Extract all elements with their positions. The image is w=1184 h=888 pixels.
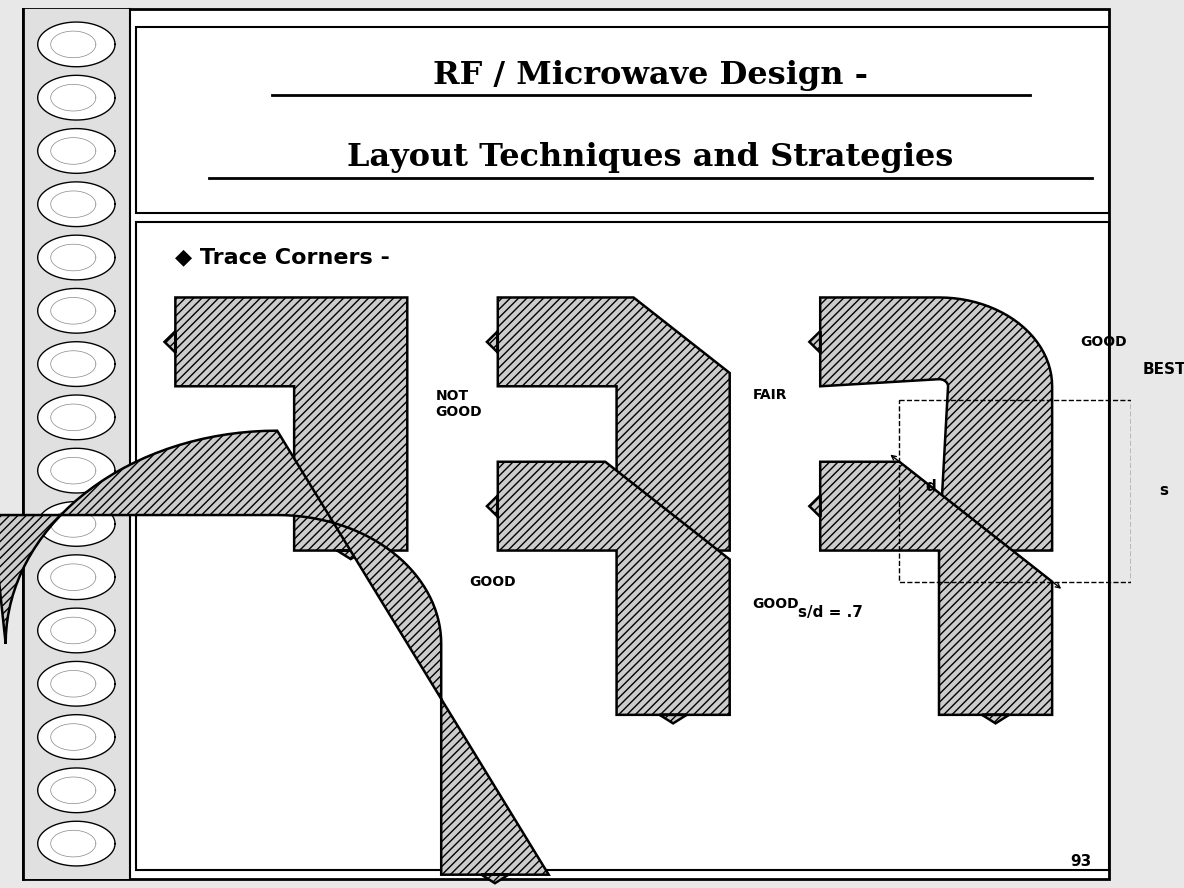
Polygon shape bbox=[38, 182, 115, 226]
Text: s: s bbox=[1159, 483, 1169, 498]
Polygon shape bbox=[38, 342, 115, 386]
Text: RF / Microwave Design -: RF / Microwave Design - bbox=[433, 60, 868, 91]
Polygon shape bbox=[38, 715, 115, 759]
Polygon shape bbox=[38, 395, 115, 440]
Text: s/d = .7: s/d = .7 bbox=[798, 606, 862, 620]
Bar bbox=[136, 222, 1108, 870]
Polygon shape bbox=[810, 297, 1053, 559]
Polygon shape bbox=[810, 462, 1053, 724]
Text: d: d bbox=[925, 479, 935, 494]
Polygon shape bbox=[38, 235, 115, 280]
Polygon shape bbox=[38, 608, 115, 653]
Text: GOOD: GOOD bbox=[752, 597, 799, 611]
Bar bbox=[136, 27, 1108, 213]
Text: FAIR: FAIR bbox=[752, 388, 787, 402]
Polygon shape bbox=[38, 129, 115, 173]
Polygon shape bbox=[487, 462, 729, 724]
Text: Layout Techniques and Strategies: Layout Techniques and Strategies bbox=[347, 142, 953, 172]
Polygon shape bbox=[38, 448, 115, 493]
Polygon shape bbox=[165, 297, 407, 559]
Polygon shape bbox=[38, 555, 115, 599]
Polygon shape bbox=[38, 821, 115, 866]
Text: ◆ Trace Corners -: ◆ Trace Corners - bbox=[175, 248, 391, 267]
Polygon shape bbox=[38, 75, 115, 120]
Text: 93: 93 bbox=[1070, 854, 1092, 868]
Text: GOOD: GOOD bbox=[1081, 335, 1127, 349]
Polygon shape bbox=[38, 502, 115, 546]
Text: BEST: BEST bbox=[1143, 362, 1184, 377]
Text: GOOD: GOOD bbox=[470, 575, 516, 589]
Polygon shape bbox=[38, 22, 115, 67]
Polygon shape bbox=[0, 431, 548, 884]
Polygon shape bbox=[38, 768, 115, 813]
Text: NOT
GOOD: NOT GOOD bbox=[436, 389, 482, 419]
Bar bbox=[22, 9, 130, 879]
Polygon shape bbox=[38, 662, 115, 706]
Polygon shape bbox=[487, 297, 729, 559]
Polygon shape bbox=[38, 289, 115, 333]
